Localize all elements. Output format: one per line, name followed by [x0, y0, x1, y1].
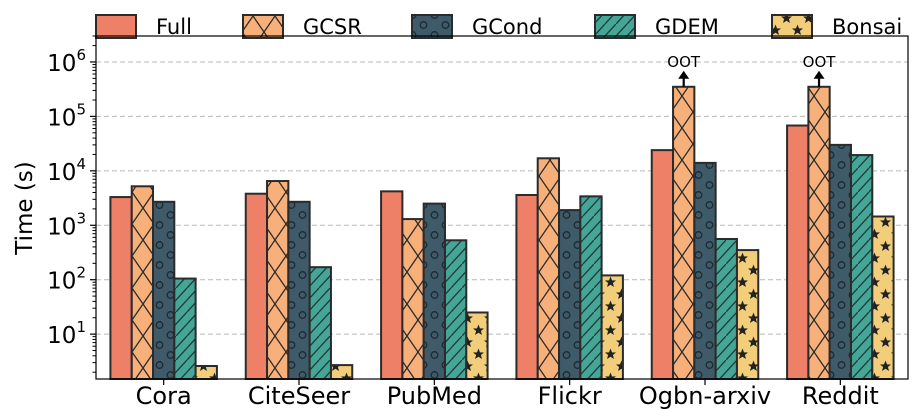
bar-gcond-cora	[152, 200, 176, 380]
bar-gdem-citeseer	[308, 266, 332, 380]
bar-gcsr-cora	[130, 185, 155, 380]
bar-gcsr-flickr	[536, 157, 561, 380]
legend-label: GDEM	[655, 15, 719, 39]
y-axis-label: Time (s)	[12, 161, 38, 256]
legend-item-bonsai: Bonsai	[771, 14, 902, 39]
y-axis: 101 102 103 104 105 106	[47, 35, 96, 373]
legend-swatch	[96, 15, 136, 38]
bar-gdem-ogbn-arxiv	[714, 237, 738, 380]
y-tick-label: 105	[47, 100, 86, 131]
bar-gcond-reddit	[828, 143, 852, 380]
y-tick-label: 102	[47, 264, 86, 295]
oot-label: OOT	[667, 53, 701, 71]
bar-gcsr-citeseer	[266, 180, 290, 380]
legend-label: Bonsai	[832, 15, 902, 39]
x-tick-label: PubMed	[387, 382, 482, 409]
bar-bonsai-citeseer	[329, 364, 354, 380]
x-tick-label: CiteSeer	[248, 382, 350, 409]
bar-bonsai-flickr	[600, 274, 624, 381]
bar-full-reddit	[786, 124, 810, 380]
y-tick-label: 103	[47, 209, 86, 240]
bar-gdem-pubmed	[443, 239, 468, 380]
bar-gdem-flickr	[579, 195, 603, 380]
oot-arrow-head	[813, 70, 825, 79]
legend-label: GCSR	[303, 15, 362, 39]
bar-full-flickr	[515, 193, 539, 380]
bar-gcond-ogbn-arxiv	[693, 161, 717, 380]
y-tick-label: 104	[47, 155, 86, 186]
plot-frame	[95, 35, 909, 380]
bar-bonsai-pubmed	[465, 311, 489, 381]
legend-label: GCond	[472, 15, 542, 39]
legend-item-full: Full	[95, 14, 192, 39]
bar-bonsai-cora	[194, 364, 218, 381]
oot-annotation: OOT	[667, 53, 701, 87]
legend-item-gdem: GDEM	[594, 14, 719, 39]
bar-gcond-citeseer	[287, 200, 311, 380]
x-tick-label: Ogbn-arxiv	[639, 382, 771, 409]
x-axis: Cora CiteSeer PubMed Flickr Ogbn-arxiv Reddit	[136, 379, 879, 409]
legend-item-gcsr: GCSR	[242, 14, 362, 39]
bar-full-pubmed	[380, 190, 404, 380]
bar-bonsai-reddit	[871, 215, 895, 380]
bars	[109, 85, 895, 381]
annotations: OOT OOT	[667, 53, 836, 87]
legend-label: Full	[156, 15, 192, 39]
oot-annotation: OOT	[803, 53, 837, 87]
legend: Full GCSR GCond GDEM Bonsai	[95, 14, 902, 39]
y-tick-label: 101	[47, 318, 86, 349]
legend-item-gcond: GCond	[411, 14, 542, 39]
oot-arrow-head	[678, 70, 690, 79]
x-tick-label: Reddit	[802, 382, 879, 409]
y-tick-label: 106	[47, 46, 86, 77]
bar-gcsr-ogbn-arxiv	[672, 85, 696, 380]
x-tick-label: Flickr	[538, 382, 602, 409]
bar-gdem-reddit	[849, 154, 874, 380]
bar-full-ogbn-arxiv	[650, 149, 675, 380]
bar-gcsr-pubmed	[401, 218, 425, 380]
bar-gcond-flickr	[558, 209, 582, 380]
bar-gcsr-reddit	[807, 85, 831, 380]
bar-bonsai-ogbn-arxiv	[735, 249, 760, 380]
bar-full-citeseer	[244, 192, 269, 380]
bar-full-cora	[109, 196, 133, 380]
x-tick-label: Cora	[136, 382, 192, 409]
oot-label: OOT	[803, 53, 837, 71]
bar-gdem-cora	[173, 277, 197, 381]
gridlines	[96, 61, 908, 335]
bar-gcond-pubmed	[422, 202, 446, 380]
